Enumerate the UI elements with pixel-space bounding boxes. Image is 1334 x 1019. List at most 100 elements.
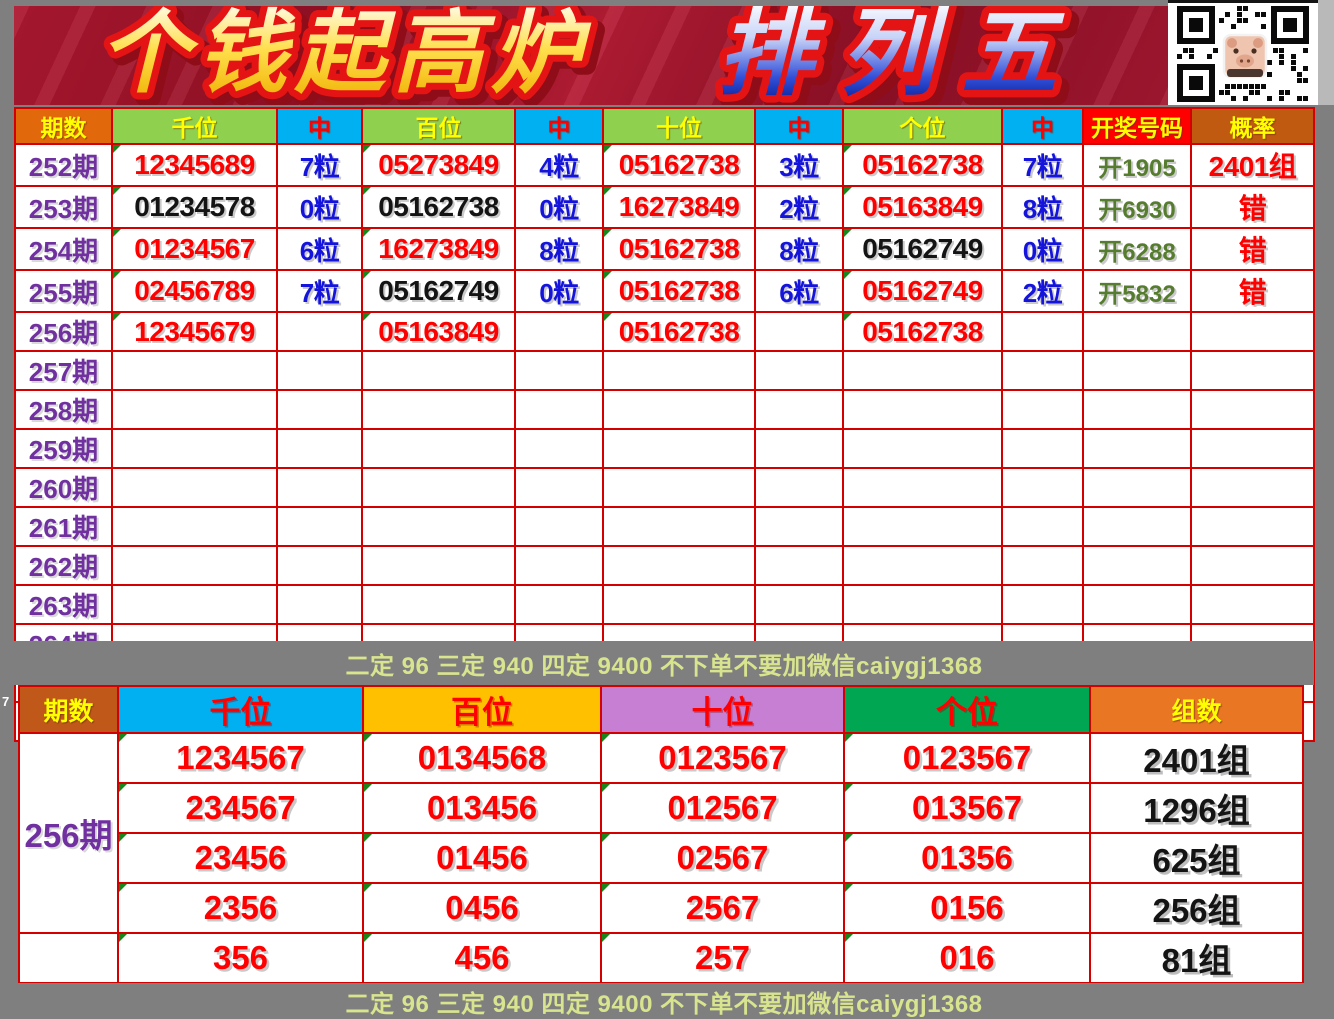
t1-data-cell: 01234578 (111, 185, 278, 229)
t1-data-cell (1001, 350, 1084, 391)
t1-column-header: 中 (276, 107, 363, 145)
t2-digits-cell: 0123567 (600, 732, 845, 784)
t1-data-cell: 0粒 (514, 185, 604, 229)
t1-data-cell (361, 350, 516, 391)
t1-data-cell (1001, 506, 1084, 547)
t1-data-cell (1190, 389, 1315, 430)
t2-digits-cell: 01456 (362, 832, 602, 884)
t1-data-cell (1001, 389, 1084, 430)
t1-data-cell: 0粒 (1001, 227, 1084, 271)
promo-text: 二定 96 三定 940 四定 9400 不下单不要加微信caiygj1368 (345, 990, 983, 1018)
t1-data-cell (276, 506, 363, 547)
t2-period-cell: 256期 (18, 732, 119, 934)
banner-background-texture (14, 6, 1168, 105)
t1-data-cell: 6粒 (754, 269, 844, 313)
t1-data-cell: 16273849 (361, 227, 516, 271)
t1-data-cell: 8粒 (754, 227, 844, 271)
t1-data-cell: 05162738 (602, 269, 756, 313)
t1-data-cell (842, 389, 1003, 430)
t1-data-cell (1190, 467, 1315, 508)
t2-column-header: 百位 (362, 685, 602, 734)
t1-data-cell: 2401组 (1190, 143, 1315, 187)
t1-period-cell: 261期 (14, 506, 113, 547)
t1-data-cell (361, 506, 516, 547)
t1-data-cell: 05162738 (842, 143, 1003, 187)
t1-data-cell: 2粒 (754, 185, 844, 229)
t1-data-cell: 05273849 (361, 143, 516, 187)
t1-data-cell (842, 467, 1003, 508)
t1-data-cell (514, 350, 604, 391)
t1-data-cell (754, 584, 844, 625)
t2-group-count-cell: 1296组 (1089, 782, 1304, 834)
t1-data-cell: 05163849 (842, 185, 1003, 229)
banner-title-left-shadow: 个钱起高炉 (105, 10, 598, 105)
banner-title-right: 排列五 (717, 6, 1083, 105)
t1-data-cell: 05162749 (842, 269, 1003, 313)
t1-data-cell (1001, 428, 1084, 469)
t1-period-cell: 258期 (14, 389, 113, 430)
t1-data-cell: 0粒 (514, 269, 604, 313)
t1-data-cell: 7粒 (276, 143, 363, 187)
qr-code (1168, 0, 1318, 105)
t2-digits-cell: 012567 (600, 782, 845, 834)
t2-digits-cell: 23456 (117, 832, 364, 884)
t1-data-cell (276, 584, 363, 625)
t1-data-cell: 12345679 (111, 311, 278, 352)
t1-data-cell (1082, 584, 1192, 625)
t1-data-cell (276, 350, 363, 391)
t2-digits-cell: 0123567 (843, 732, 1091, 784)
t1-period-cell: 254期 (14, 227, 113, 271)
t2-group-count-cell: 81组 (1089, 932, 1304, 984)
t1-data-cell (842, 428, 1003, 469)
t2-column-header: 个位 (843, 685, 1091, 734)
t1-data-cell (111, 428, 278, 469)
t1-data-cell: 3粒 (754, 143, 844, 187)
t1-period-cell: 260期 (14, 467, 113, 508)
t1-data-cell: 4粒 (514, 143, 604, 187)
t1-column-header: 概率 (1190, 107, 1315, 145)
t2-digits-cell: 01356 (843, 832, 1091, 884)
t1-data-cell: 错 (1190, 185, 1315, 229)
t1-period-cell: 262期 (14, 545, 113, 586)
t1-data-cell (276, 545, 363, 586)
t1-data-cell (602, 428, 756, 469)
t1-data-cell (1082, 350, 1192, 391)
t1-column-header: 期数 (14, 107, 113, 145)
t1-data-cell (602, 350, 756, 391)
t1-period-cell: 255期 (14, 269, 113, 313)
t1-column-header: 中 (1001, 107, 1084, 145)
t1-column-header: 十位 (602, 107, 756, 145)
qr-code-image (1168, 3, 1318, 105)
t1-data-cell: 8粒 (1001, 185, 1084, 229)
t1-data-cell (754, 467, 844, 508)
t1-data-cell: 05162749 (361, 269, 516, 313)
t1-data-cell (514, 467, 604, 508)
t2-digits-cell: 02567 (600, 832, 845, 884)
t1-data-cell: 开1905 (1082, 143, 1192, 187)
promo-divider-top: 二定 96 三定 940 四定 9400 不下单不要加微信caiygj1368 (14, 641, 1314, 685)
t1-data-cell: 01234567 (111, 227, 278, 271)
t2-digits-cell: 013567 (843, 782, 1091, 834)
t1-data-cell (842, 545, 1003, 586)
t1-data-cell (602, 467, 756, 508)
t1-data-cell (1190, 584, 1315, 625)
t1-data-cell: 7粒 (276, 269, 363, 313)
t1-column-header: 千位 (111, 107, 278, 145)
t2-column-header: 组数 (1089, 685, 1304, 734)
t1-data-cell (111, 584, 278, 625)
t1-data-cell (1001, 467, 1084, 508)
t1-data-cell: 05162749 (842, 227, 1003, 271)
t2-column-header: 期数 (18, 685, 119, 734)
t2-digits-cell: 1234567 (117, 732, 364, 784)
t1-data-cell (361, 545, 516, 586)
t1-data-cell: 错 (1190, 269, 1315, 313)
t1-data-cell: 05162738 (842, 311, 1003, 352)
t1-data-cell (1190, 350, 1315, 391)
t1-data-cell: 8粒 (514, 227, 604, 271)
t1-data-cell: 05162738 (361, 185, 516, 229)
banner-title-left: 个钱起高炉 (99, 6, 592, 104)
t1-period-cell: 253期 (14, 185, 113, 229)
t1-data-cell (111, 389, 278, 430)
t1-data-cell (276, 467, 363, 508)
